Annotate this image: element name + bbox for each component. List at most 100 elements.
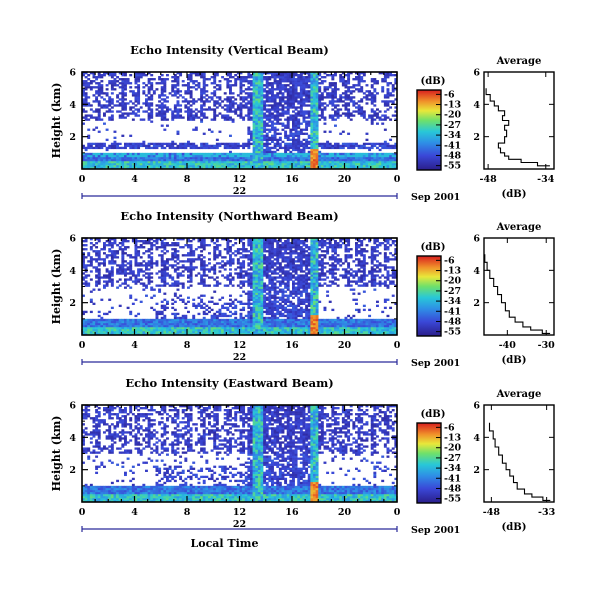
heatmap-cells	[82, 405, 398, 503]
colorbar-tick-label: -55	[444, 494, 461, 505]
colorbar-tick-label: -55	[444, 327, 461, 338]
panel-title: Echo Intensity (Northward Beam)	[120, 209, 338, 223]
colorbar-unit: (dB)	[421, 409, 446, 420]
y-tick-label: 2	[69, 132, 76, 143]
profile-frame	[483, 71, 555, 170]
colorbar-tick-label: -20	[444, 110, 462, 121]
colorbar-tick-label: -13	[444, 433, 461, 444]
colorbar-tick-label: -48	[444, 316, 462, 327]
colorbar-tick-label: -41	[444, 306, 461, 317]
heatmap-cells	[82, 238, 398, 336]
y-tick-label: 6	[69, 401, 76, 412]
date-label: Sep 2001	[411, 525, 460, 536]
x-axis-label: Local Time	[191, 537, 259, 550]
date-label: Sep 2001	[411, 358, 460, 369]
x-tick-label: 8	[184, 507, 191, 518]
colorbar-tick-label: -41	[444, 140, 461, 151]
x-tick-label: 4	[131, 507, 138, 518]
colorbar	[416, 422, 442, 504]
profile-line	[484, 254, 551, 334]
colorbar-tick-label: -20	[444, 276, 462, 287]
colorbar-tick-label: -6	[444, 89, 455, 100]
x-tick-label: 8	[184, 340, 191, 351]
panel-3: Echo Intensity (Eastward Beam) 0 4 8 12 16 20 0…	[50, 376, 555, 550]
x-tick-label: 16	[285, 340, 299, 351]
date-day: 22	[233, 186, 246, 197]
x-tick-label: 16	[285, 174, 299, 185]
x-tick-label: 4	[131, 340, 138, 351]
y-tick-label: 6	[69, 68, 76, 79]
profile-x-tick-label: -48	[483, 507, 501, 518]
profile-frame	[483, 404, 555, 503]
colorbar-tick-label: -27	[444, 120, 461, 131]
y-tick-label: 4	[69, 100, 76, 111]
x-tick-label: 16	[285, 507, 299, 518]
heatmap-cells	[82, 72, 398, 170]
profile-y-tick-label: 6	[473, 234, 480, 245]
x-tick-label: 12	[233, 340, 246, 351]
y-axis-label: Height (km)	[50, 249, 63, 325]
profile-frame	[483, 237, 555, 336]
y-tick-label: 2	[69, 465, 76, 476]
profile-line	[485, 88, 550, 167]
profile-y-tick-label: 2	[473, 465, 480, 476]
panel-1: Echo Intensity (Vertical Beam) 0 4 8 12 16 20 0…	[50, 43, 555, 203]
panel-2: Echo Intensity (Northward Beam)0 4 8 12 16 20…	[50, 209, 555, 369]
x-tick-label: 0	[79, 174, 86, 185]
colorbar-tick-label: -13	[444, 266, 461, 277]
date-label: Sep 2001	[411, 192, 460, 203]
y-axis-label: Height (km)	[50, 416, 63, 492]
colorbar-tick-label: -34	[444, 130, 462, 141]
profile-title: Average	[496, 222, 542, 233]
y-tick-label: 4	[69, 433, 76, 444]
x-tick-label: 4	[131, 174, 138, 185]
x-tick-label: 20	[338, 174, 352, 185]
colorbar-tick-label: -48	[444, 150, 462, 161]
panel-title: Echo Intensity (Vertical Beam)	[130, 43, 329, 57]
x-tick-label: 8	[184, 174, 191, 185]
profile-y-tick-label: 6	[473, 68, 480, 79]
y-tick-label: 2	[69, 298, 76, 309]
profile-y-tick-label: 2	[473, 132, 480, 143]
colorbar-unit: (dB)	[421, 242, 446, 253]
colorbar-tick-label: -55	[444, 161, 461, 172]
profile-x-tick-label: -34	[537, 174, 555, 185]
y-axis-label: Height (km)	[50, 83, 63, 159]
colorbar-tick-label: -6	[444, 422, 455, 433]
colorbar-tick-label: -6	[444, 255, 455, 266]
colorbar-tick-label: -34	[444, 463, 462, 474]
x-tick-label: 0	[394, 340, 401, 351]
colorbar-tick-label: -34	[444, 296, 462, 307]
x-tick-label: 0	[79, 340, 86, 351]
profile-x-tick-label: -48	[480, 174, 498, 185]
y-tick-label: 6	[69, 234, 76, 245]
profile-y-tick-label: 4	[473, 100, 480, 111]
profile-y-tick-label: 4	[473, 433, 480, 444]
profile-x-tick-label: -40	[499, 340, 517, 351]
colorbar	[416, 255, 442, 337]
colorbar-unit: (dB)	[421, 76, 446, 87]
panel-title: Echo Intensity (Eastward Beam)	[125, 376, 333, 390]
profile-line	[488, 422, 551, 501]
date-day: 22	[233, 352, 246, 363]
date-day: 22	[233, 519, 246, 530]
profile-x-label: (dB)	[502, 522, 527, 533]
profile-x-label: (dB)	[502, 355, 527, 366]
profile-y-tick-label: 6	[473, 401, 480, 412]
profile-x-tick-label: -33	[538, 507, 555, 518]
profile-x-label: (dB)	[502, 189, 527, 200]
colorbar-tick-label: -41	[444, 473, 461, 484]
colorbar-tick-label: -20	[444, 443, 462, 454]
colorbar-tick-label: -48	[444, 483, 462, 494]
colorbar-tick-label: -13	[444, 100, 461, 111]
x-tick-label: 20	[338, 507, 352, 518]
x-tick-label: 0	[394, 174, 401, 185]
x-tick-label: 20	[338, 340, 352, 351]
colorbar-tick-label: -27	[444, 286, 461, 297]
x-tick-label: 12	[233, 507, 246, 518]
x-tick-label: 12	[233, 174, 246, 185]
profile-x-tick-label: -30	[538, 340, 556, 351]
profile-title: Average	[496, 389, 542, 400]
x-tick-label: 0	[394, 507, 401, 518]
